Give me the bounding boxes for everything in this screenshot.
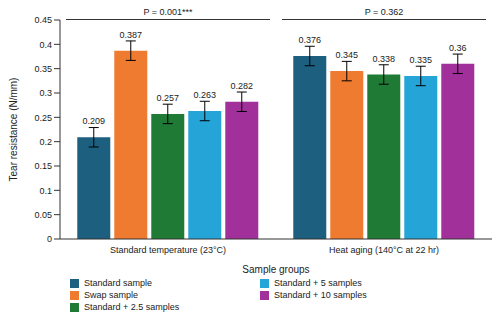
svg-text:0.282: 0.282	[231, 81, 254, 91]
svg-text:0.263: 0.263	[194, 90, 217, 100]
svg-text:Standard temperature (23°C): Standard temperature (23°C)	[110, 245, 226, 255]
svg-text:Tear resistance (N/mm): Tear resistance (N/mm)	[8, 78, 19, 182]
svg-text:Heat aging (140°C at 22 hr): Heat aging (140°C at 22 hr)	[329, 245, 439, 255]
html-text:P = 0.362: P = 0.362	[364, 7, 404, 17]
svg-text:0.3: 0.3	[39, 88, 52, 98]
svg-text:0.4: 0.4	[39, 40, 52, 50]
svg-text:0.376: 0.376	[299, 35, 322, 45]
svg-text:0.345: 0.345	[336, 50, 359, 60]
html-text:Standard + 5 samples: Standard + 5 samples	[274, 278, 362, 288]
svg-text:0.25: 0.25	[34, 113, 52, 123]
svg-text:0.36: 0.36	[449, 43, 467, 53]
svg-text:0.209: 0.209	[83, 116, 106, 126]
svg-text:0.35: 0.35	[34, 64, 52, 74]
svg-text:0.2: 0.2	[39, 137, 52, 147]
svg-text:0.257: 0.257	[157, 93, 180, 103]
svg-text:0.1: 0.1	[39, 186, 52, 196]
html-text:Standard + 2.5 samples: Standard + 2.5 samples	[84, 302, 180, 312]
html-text:Standard + 10 samples: Standard + 10 samples	[274, 290, 367, 300]
html-text:P = 0.001***: P = 0.001***	[143, 7, 193, 17]
svg-text:0.45: 0.45	[34, 15, 52, 25]
svg-text:0.05: 0.05	[34, 210, 52, 220]
html-text:Swap sample: Swap sample	[84, 290, 138, 300]
html-text:Standard sample: Standard sample	[84, 278, 152, 288]
svg-text:0.335: 0.335	[410, 55, 433, 65]
svg-text:0.387: 0.387	[120, 30, 143, 40]
svg-text:0.15: 0.15	[34, 161, 52, 171]
svg-text:0: 0	[47, 234, 52, 244]
svg-text:0.338: 0.338	[373, 54, 396, 64]
svg-text:Sample groups: Sample groups	[242, 264, 309, 275]
